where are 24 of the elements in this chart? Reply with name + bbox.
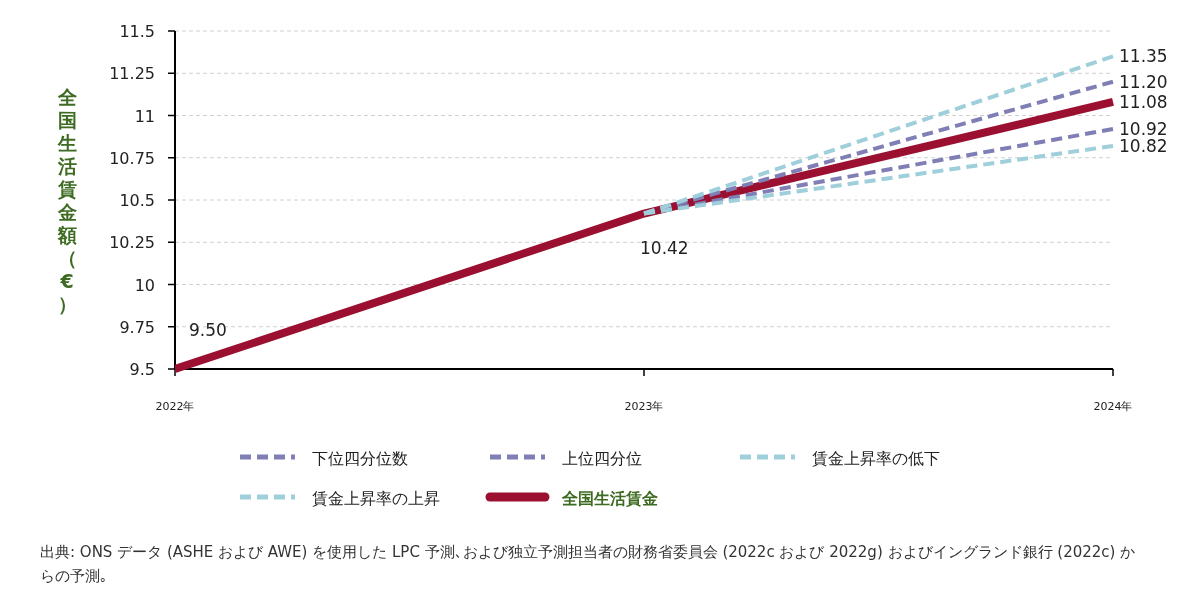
y-tick-label: 11 — [134, 106, 155, 126]
legend-label: 賃金上昇率の低下 — [812, 449, 940, 468]
y-tick-label: 11.5 — [119, 22, 155, 41]
data-label: 11.35 — [1119, 46, 1168, 67]
text: 全国生活賃金額（€） — [57, 85, 77, 315]
y-tick-label: 11.25 — [109, 64, 155, 84]
y-tick-label: 10.5 — [119, 191, 155, 210]
y-tick-label: 10.75 — [109, 148, 155, 168]
y-tick-label: 10.25 — [109, 233, 155, 253]
legend-label: 下位四分位数 — [312, 449, 408, 468]
legend-label: 上位四分位 — [562, 449, 642, 468]
data-label: 9.50 — [189, 320, 227, 340]
legend-label: 賃金上昇率の上昇 — [312, 489, 440, 508]
data-label: 11.20 — [1119, 71, 1168, 92]
legend-label: 全国生活賃金 — [561, 489, 658, 508]
source-note: 出典: ONS データ (ASHE および AWE) を使用した LPC 予測､および独立予測担当者の財務省委員会 (2022c および 2022g) およびイングランド銀行 (2022c) からの予測｡ — [40, 542, 1137, 587]
data-label: 10.42 — [640, 237, 689, 258]
data-label: 11.08 — [1119, 91, 1168, 112]
x-tick-label: 2022年 — [155, 400, 195, 413]
y-tick-label: 9.5 — [129, 360, 155, 379]
y-tick-label: 9.75 — [119, 317, 155, 337]
x-tick-label: 2024年 — [1093, 400, 1133, 413]
x-tick-label: 2023年 — [624, 400, 664, 413]
y-tick-label: 10 — [134, 275, 155, 295]
